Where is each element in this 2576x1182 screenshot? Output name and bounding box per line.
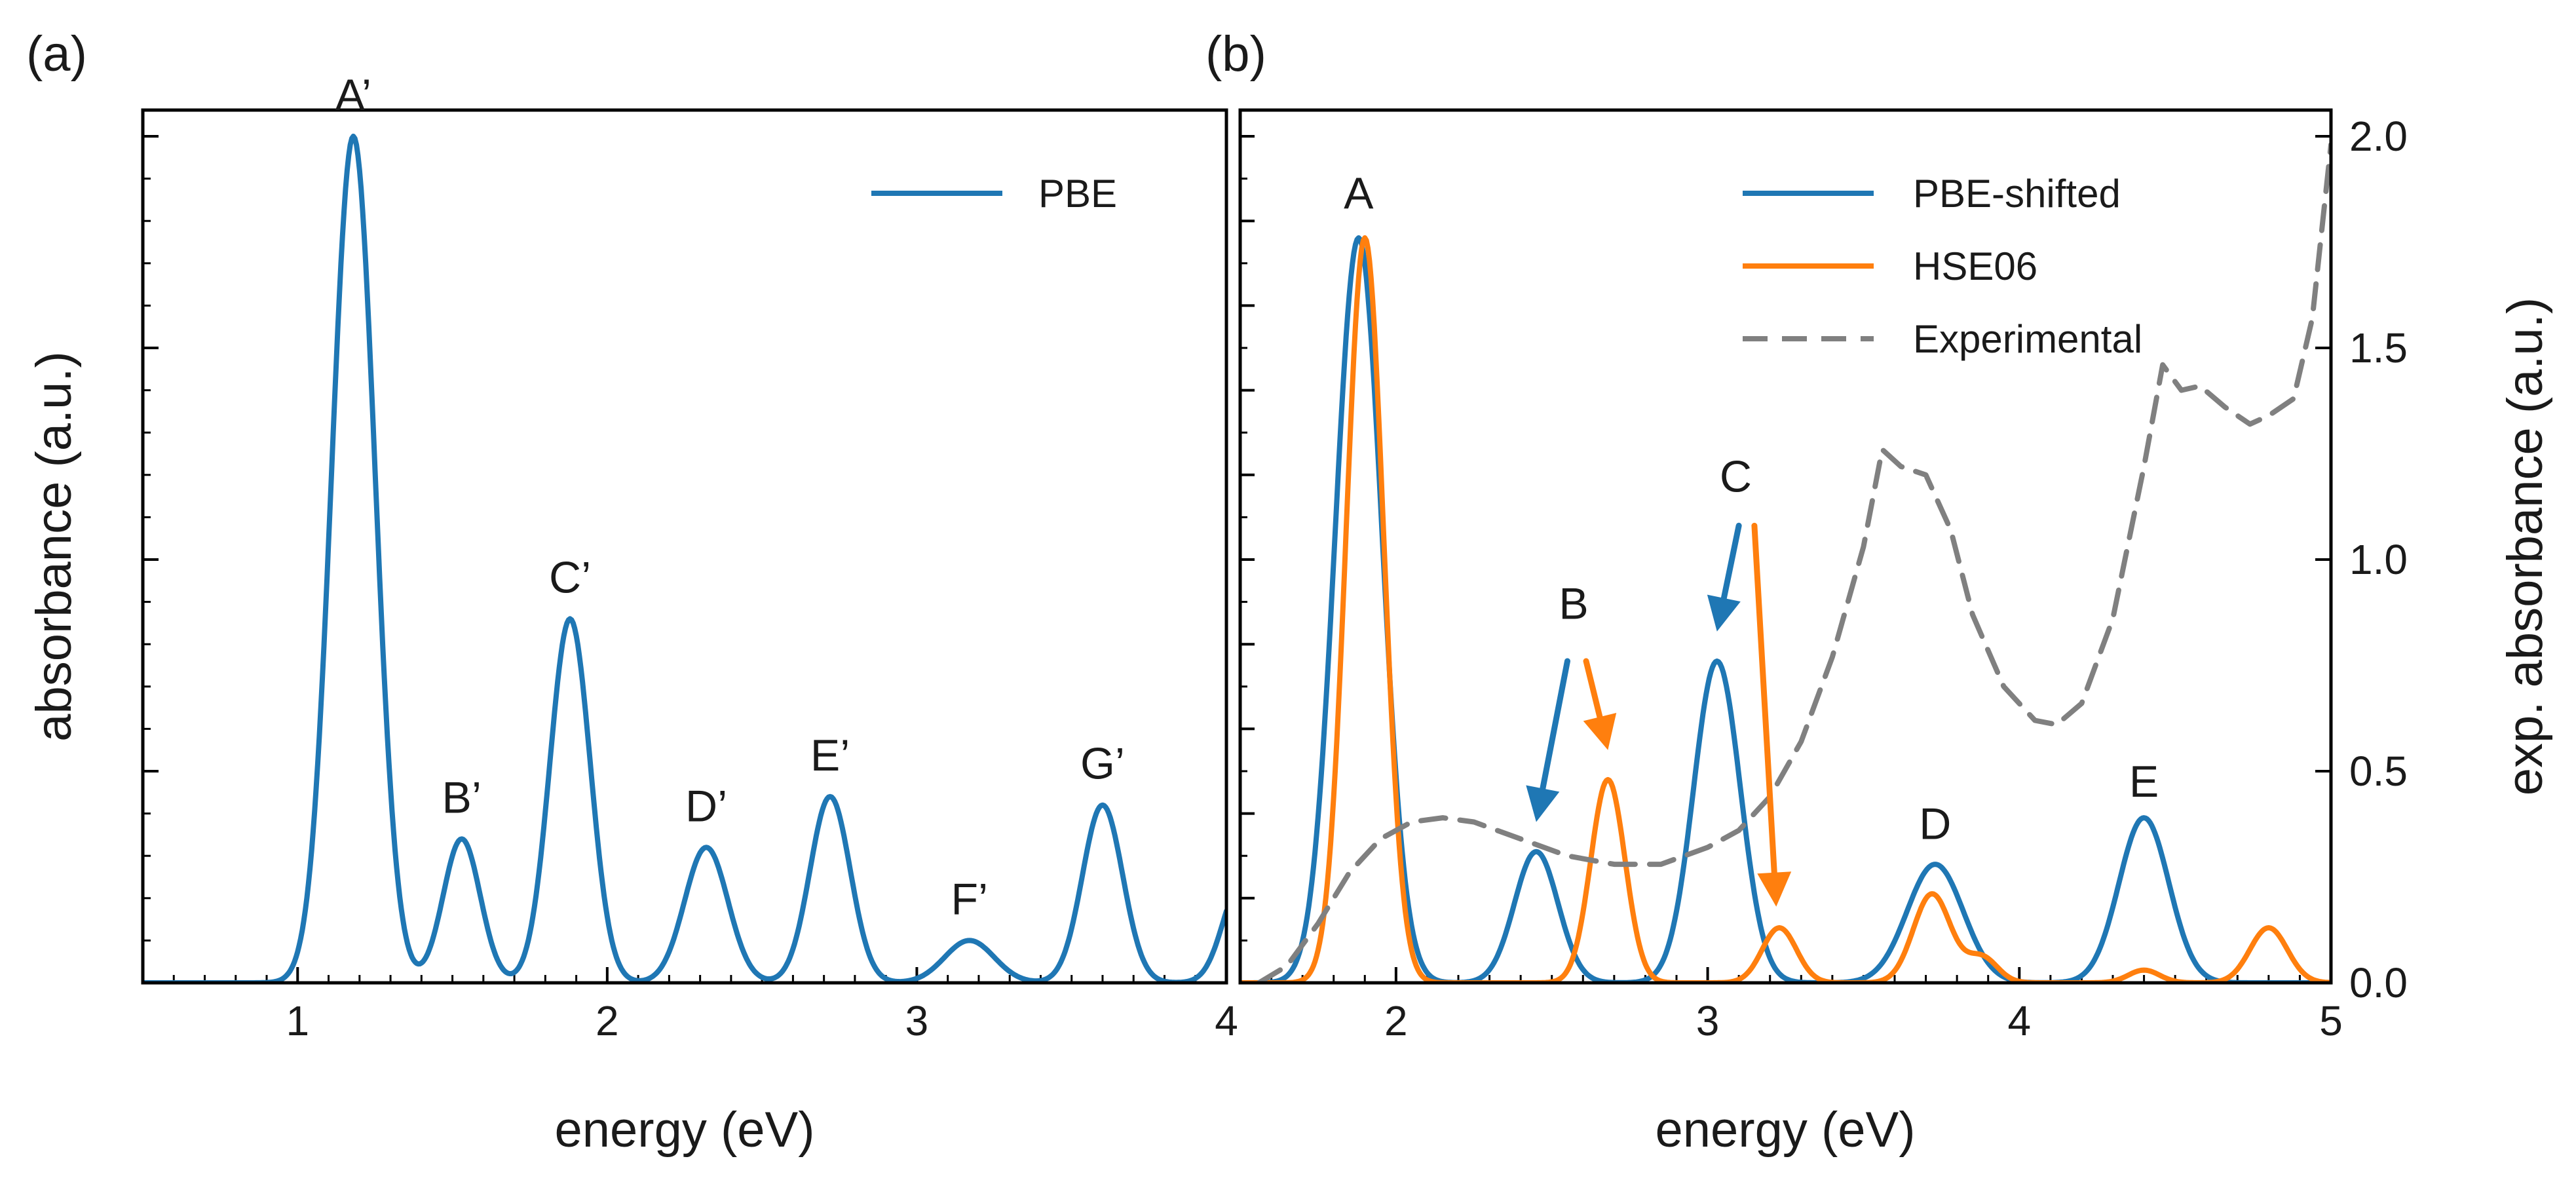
arrow-shaft — [1720, 522, 1742, 601]
panel-a-ticks: 1 2 3 4 — [143, 135, 1238, 1044]
arrow-shaft — [1751, 522, 1777, 876]
peak-label-f-prime: F’ — [951, 874, 988, 924]
x-tick-label: 1 — [286, 997, 309, 1044]
y-right-tick-label: 1.5 — [2349, 324, 2408, 372]
peak-label-e-prime: E’ — [810, 731, 850, 780]
arrow-pbe-shifted-0 — [1526, 658, 1570, 822]
y-right-tick-label: 2.0 — [2349, 113, 2408, 160]
peak-label-g-prime: G’ — [1080, 739, 1125, 789]
legend-label-experimental: Experimental — [1913, 317, 2142, 361]
y-right-tick-label: 0.0 — [2349, 959, 2408, 1006]
arrow-head — [1757, 871, 1792, 907]
x-tick-label: 4 — [1215, 997, 1238, 1044]
panel-b-xlabel: energy (eV) — [1655, 1102, 1915, 1158]
x-tick-label: 5 — [2319, 997, 2343, 1044]
arrow-head — [1526, 785, 1560, 822]
x-tick-label: 3 — [1696, 997, 1720, 1044]
arrow-shaft — [1540, 658, 1570, 791]
legend-label-pbe-shifted: PBE-shifted — [1913, 172, 2121, 216]
series-line-pbe — [143, 134, 1226, 983]
x-tick-label: 2 — [596, 997, 619, 1044]
series-line-hse06 — [1240, 235, 2331, 983]
panel-b-ticks: 2 3 4 50.0 0.5 1.0 1.5 2.0 — [1240, 113, 2408, 1044]
panel-a-peak-labels: A’ B’ C’ D’ E’ F’ G’ — [335, 70, 1125, 924]
series-line-pbe-shifted — [1240, 235, 2331, 983]
x-tick-label: 2 — [1384, 997, 1408, 1044]
panel-a-xlabel: energy (eV) — [554, 1102, 814, 1158]
panel-a-label: (a) — [26, 26, 87, 82]
peak-label-d: D — [1919, 799, 1951, 848]
panel-b-curves — [1240, 142, 2331, 983]
peak-label-b: B — [1559, 579, 1588, 628]
panel-b-peak-labels: A B C D E — [1344, 168, 2159, 849]
peak-label-a-prime: A’ — [335, 70, 371, 120]
panel-b-arrows — [1526, 522, 1792, 907]
legend-label-pbe: PBE — [1038, 172, 1117, 216]
peak-label-c: C — [1720, 452, 1752, 502]
y-right-tick-label: 1.0 — [2349, 536, 2408, 583]
peak-label-a: A — [1344, 168, 1374, 218]
panel-a-legend: PBE — [871, 172, 1117, 216]
y-right-tick-label: 0.5 — [2349, 748, 2408, 795]
panel-b-label: (b) — [1205, 26, 1266, 82]
panel-a-frame — [141, 108, 1228, 985]
panel-b-ylabel: exp. absorbance (a.u.) — [2497, 297, 2553, 795]
x-tick-label: 3 — [905, 997, 929, 1044]
peak-label-e: E — [2129, 757, 2159, 807]
panel-b-frame — [1238, 108, 2333, 985]
panel-b: (b) 2 3 4 50.0 0.5 1.0 1.5 2.0 A B C D E PBE-shifte… — [1205, 26, 2553, 1158]
panel-a-curves — [143, 134, 1226, 983]
arrow-pbe-shifted-2 — [1707, 522, 1742, 632]
arrow-shaft — [1583, 658, 1603, 720]
arrow-hse06-1 — [1583, 658, 1617, 750]
panel-b-plot-area — [1240, 142, 2331, 983]
panel-a-plot-area — [143, 134, 1226, 983]
peak-label-d-prime: D’ — [685, 781, 727, 831]
panel-a-ylabel: absorbance (a.u.) — [26, 351, 82, 742]
x-tick-label: 4 — [2007, 997, 2031, 1044]
legend-label-hse06: HSE06 — [1913, 244, 2037, 288]
peak-label-c-prime: C’ — [549, 552, 591, 602]
panel-b-legend: PBE-shifted HSE06 Experimental — [1743, 172, 2142, 361]
arrow-hse06-3 — [1751, 522, 1792, 907]
series-line-experimental — [1256, 142, 2331, 983]
peak-label-b-prime: B’ — [442, 772, 482, 822]
arrow-head — [1583, 713, 1617, 750]
arrow-head — [1707, 594, 1741, 632]
